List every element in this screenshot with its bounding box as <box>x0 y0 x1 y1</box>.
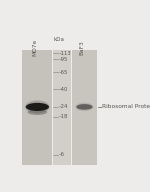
Text: kDa: kDa <box>54 36 65 41</box>
Text: –65: –65 <box>58 70 68 75</box>
Ellipse shape <box>26 103 49 111</box>
Bar <box>22 50 52 165</box>
Text: –24: –24 <box>58 104 68 109</box>
Ellipse shape <box>75 103 93 111</box>
Ellipse shape <box>76 104 93 110</box>
Text: –113: –113 <box>58 51 71 56</box>
Bar <box>72 50 97 165</box>
Text: BaF3: BaF3 <box>80 40 84 55</box>
Bar <box>53 50 71 165</box>
Ellipse shape <box>25 100 50 113</box>
Text: Ribosomal Protein L17: Ribosomal Protein L17 <box>102 104 150 109</box>
Text: –18: –18 <box>58 114 68 119</box>
Text: –40: –40 <box>58 87 68 92</box>
Text: MO7e: MO7e <box>32 39 37 56</box>
Text: –95: –95 <box>58 57 68 62</box>
Text: –6: –6 <box>58 152 64 157</box>
Ellipse shape <box>27 109 47 115</box>
